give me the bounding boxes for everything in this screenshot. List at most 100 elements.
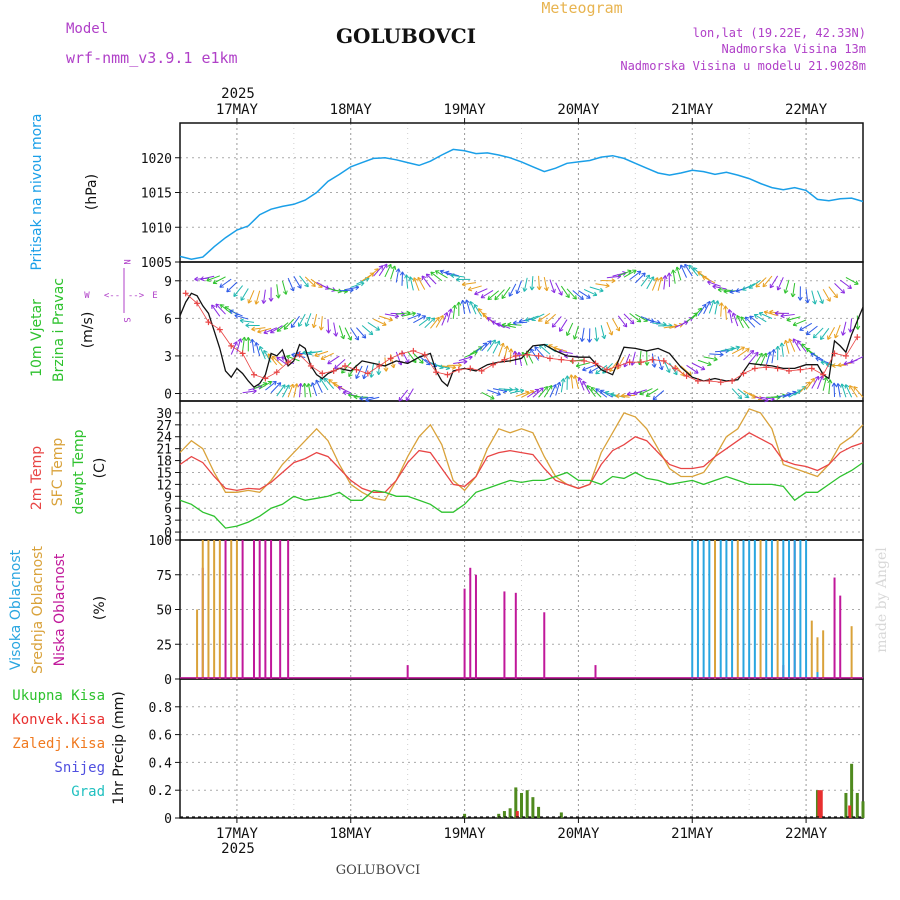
wind-arrow-head: [469, 356, 473, 361]
wind-arrow-head: [516, 290, 521, 295]
precip-bar: [861, 801, 865, 818]
wind-arrow-head: [371, 330, 374, 335]
wind-arrow: [384, 357, 387, 372]
wind-arrow: [582, 364, 596, 371]
wind-label-1: 10m Vjetar: [29, 299, 45, 377]
wind-arrow-head: [748, 284, 752, 289]
wind-arrow-head: [529, 286, 533, 291]
wind-arrow-head: [234, 313, 239, 316]
wind-arrow-head: [697, 307, 702, 310]
wind-arrow: [595, 283, 610, 287]
wind-arrow: [339, 289, 354, 292]
wind-arrow-head: [820, 360, 825, 363]
wind-arrow-head: [605, 285, 610, 288]
wind-arrow: [560, 378, 565, 393]
wind-arrow: [555, 282, 563, 296]
wind-arrow-head: [826, 298, 831, 302]
wind-arrow-head: [477, 308, 480, 313]
wind-arrow-head: [289, 383, 294, 388]
cloud-bar: [708, 540, 711, 679]
wind-arrow-head: [605, 390, 610, 393]
wind-arrow: [737, 348, 750, 358]
wind-arrow: [191, 314, 192, 328]
wind-arrow: [555, 381, 561, 396]
wind-arrow-head: [394, 265, 397, 270]
cloud-bar: [514, 592, 517, 679]
wind-arrow: [487, 290, 500, 300]
wind-arrow: [572, 290, 584, 300]
cloud-bar: [753, 540, 756, 679]
wind-arrow-head: [200, 276, 204, 280]
wind-arrow-head: [676, 266, 681, 271]
wind-arrow: [576, 362, 590, 367]
wind-arrow: [828, 379, 831, 394]
wind-arrow-head: [829, 379, 833, 384]
wind-arrow-head: [587, 294, 591, 299]
wind-arrow: [551, 316, 562, 328]
model-label: Model: [66, 21, 108, 37]
cloud-bar: [469, 567, 472, 679]
wind-arrow-head: [408, 276, 411, 281]
wind-arrow-head: [496, 322, 501, 325]
cloud-bar: [788, 540, 791, 679]
wind-arrow: [703, 301, 711, 315]
plot-layer: 1005101010151020036903691215182124273002…: [12, 102, 865, 842]
wind-arrow-head: [749, 349, 754, 352]
wind-arrow-head: [534, 346, 537, 351]
wind-arrow-head: [282, 291, 287, 295]
wind-arrow-head: [463, 359, 468, 362]
wind-arrow-head: [842, 332, 846, 336]
wind-arrow: [558, 350, 573, 354]
temp-unit: (C): [92, 458, 108, 479]
wind-arrow: [581, 327, 585, 342]
wind-arrow: [215, 303, 226, 315]
wind-arrow-head: [610, 392, 615, 395]
wind-arrow-head: [718, 302, 722, 307]
wind-arrow: [749, 315, 761, 326]
wind-arrow-head: [194, 278, 199, 282]
wind-arrow: [692, 362, 705, 371]
wind-arrow-head: [192, 314, 194, 318]
wind-arrow: [797, 340, 807, 352]
wind-arrow: [327, 319, 330, 334]
year-bottom: 2025: [221, 841, 255, 857]
wind-arrow-head: [652, 395, 655, 400]
wind-arrow: [764, 311, 778, 317]
wind-arrow-head: [302, 352, 307, 356]
wind-arrow-head: [267, 353, 270, 358]
wind-arrow: [718, 289, 733, 292]
day-label-bottom: 17MAY: [216, 826, 259, 842]
wind-arrow: [754, 396, 769, 402]
wind-arrow-head: [797, 340, 802, 343]
cloud-bar: [702, 540, 705, 679]
wind-arrow-head: [833, 295, 838, 299]
precip-bar: [515, 811, 519, 818]
wind-arrow-head: [586, 384, 591, 388]
wind-arrow-head: [680, 374, 685, 377]
precip-bar: [819, 790, 823, 818]
wind-arrow-head: [390, 364, 395, 369]
wind-arrow: [242, 390, 257, 394]
lonlat-text: lon,lat (19.22E, 42.33N): [693, 26, 866, 40]
wind-arrow: [635, 313, 648, 322]
wind-arrow: [631, 351, 636, 366]
wind-arrow-head: [819, 300, 824, 304]
day-label-bottom: 19MAY: [444, 826, 487, 842]
cloud-bar: [270, 540, 273, 679]
wind-arrow: [327, 355, 340, 365]
wind-arrow: [498, 342, 504, 357]
wind-arrow-head: [297, 383, 302, 387]
wind-arrow-head: [855, 325, 859, 330]
wind-arrow: [634, 272, 646, 284]
wind-arrow: [510, 389, 524, 394]
wind-arrow-head: [395, 313, 400, 317]
temp-label-3: dewpt Temp: [71, 429, 87, 514]
wind-arrow-head: [245, 325, 250, 328]
wind-arrow-head: [545, 322, 550, 325]
wind-arrow-head: [736, 346, 740, 351]
wind-label-2: Brzina i Pravac: [51, 278, 67, 382]
wind-arrow: [657, 276, 663, 291]
wind-arrow-head: [611, 331, 614, 336]
cloud-bar: [725, 540, 728, 679]
